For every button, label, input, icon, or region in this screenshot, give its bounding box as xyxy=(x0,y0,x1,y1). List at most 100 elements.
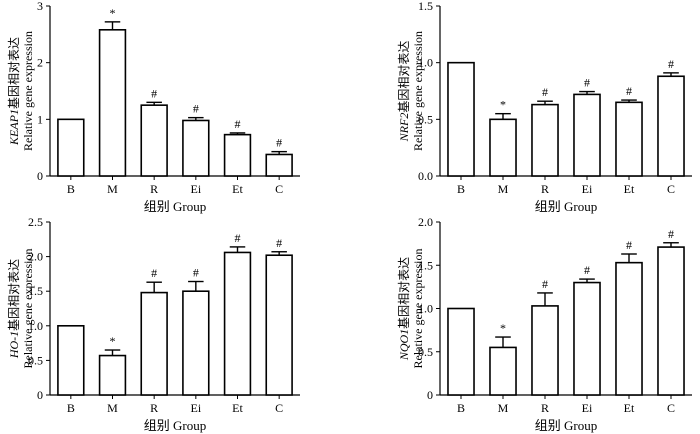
significance-hash: # xyxy=(235,117,241,131)
bar-c xyxy=(265,153,293,177)
bar-ei xyxy=(182,290,210,396)
y-axis-gene-suffix: 基因相对表达 xyxy=(7,37,21,109)
significance-star: * xyxy=(500,321,506,335)
x-tick-label: M xyxy=(107,182,118,196)
bar-r xyxy=(140,291,168,396)
significance-hash: # xyxy=(235,231,241,245)
bar-m xyxy=(489,118,517,177)
x-tick-label: R xyxy=(541,401,549,415)
y-tick-label: 1.5 xyxy=(418,258,433,272)
y-axis-title-en: Relative gene expression xyxy=(21,31,35,151)
y-tick-label: 0.0 xyxy=(418,169,433,183)
chart-panel-keap1: 0 1 2 3 B * M # R # Ei # Et # C 组别 Group KEAP1基因相对表达 Rela… xyxy=(7,0,300,214)
chart-panel-nqo1: 0 0.5 1.0 1.5 2.0 B * M # R # Ei # Et # C 组别 Group NQO1基因… xyxy=(397,215,692,433)
y-tick-label: 1.0 xyxy=(418,302,433,316)
x-tick-label: Et xyxy=(624,182,635,196)
x-axis-title: 组别 Group xyxy=(535,418,597,433)
x-tick-label: Ei xyxy=(582,182,593,196)
y-tick-label: 1.0 xyxy=(28,319,43,333)
x-tick-label: R xyxy=(150,182,158,196)
x-tick-label: B xyxy=(67,182,75,196)
y-axis-gene-name: NQO1 xyxy=(397,329,411,361)
y-tick-label: 0.5 xyxy=(418,112,433,126)
bar-ei xyxy=(573,281,601,396)
significance-star: * xyxy=(110,6,116,20)
bar-ei xyxy=(182,119,210,177)
bar-et xyxy=(615,101,643,177)
significance-hash: # xyxy=(151,266,157,280)
x-tick-label: B xyxy=(67,401,75,415)
y-tick-label: 2.5 xyxy=(28,215,43,229)
x-axis-title: 组别 Group xyxy=(144,199,206,214)
x-tick-label: C xyxy=(667,182,675,196)
chart-panel-nrf2: 0.0 0.5 1.0 1.5 B * M # R # Ei # Et # C 组别 Group NRF2基因相… xyxy=(397,0,692,214)
y-axis-gene-name: KEAP1 xyxy=(7,109,21,146)
chart-panel-ho-1: 0 0.5 1.0 1.5 2.0 2.5 B * M # R # Ei # Et # C 组别 Group HO-… xyxy=(7,215,300,433)
bar-r xyxy=(140,104,168,177)
y-axis-gene-name: NRF2 xyxy=(397,113,411,143)
bar-m xyxy=(98,354,127,396)
significance-hash: # xyxy=(193,266,199,280)
y-axis-gene-suffix: 基因相对表达 xyxy=(397,257,411,329)
x-axis-title: 组别 Group xyxy=(144,418,206,433)
y-axis-title-en: Relative gene expression xyxy=(411,249,425,369)
x-tick-label: M xyxy=(498,401,509,415)
y-tick-label: 1.0 xyxy=(418,56,433,70)
y-axis-gene-suffix: 基因相对表达 xyxy=(7,259,21,331)
bar-r xyxy=(531,103,559,177)
y-tick-label: 0 xyxy=(427,388,433,402)
x-tick-label: B xyxy=(457,401,465,415)
significance-hash: # xyxy=(193,102,199,116)
x-tick-label: C xyxy=(275,401,283,415)
significance-hash: # xyxy=(626,84,632,98)
y-tick-label: 2.0 xyxy=(28,250,43,264)
x-tick-label: Ei xyxy=(190,401,201,415)
x-tick-label: C xyxy=(667,401,675,415)
bar-ei xyxy=(573,93,601,177)
x-tick-label: Et xyxy=(232,401,243,415)
y-tick-label: 2.0 xyxy=(418,215,433,229)
significance-star: * xyxy=(500,98,506,112)
y-axis-title-gene: KEAP1基因相对表达 xyxy=(7,37,21,146)
bar-b xyxy=(447,61,475,177)
significance-hash: # xyxy=(542,85,548,99)
significance-star: * xyxy=(110,334,116,348)
x-tick-label: Et xyxy=(232,182,243,196)
x-tick-label: Ei xyxy=(190,182,201,196)
bar-c xyxy=(657,246,685,396)
bar-et xyxy=(615,261,643,396)
bar-b xyxy=(57,324,85,396)
y-axis-title-en: Relative gene expression xyxy=(21,249,35,369)
x-tick-label: M xyxy=(498,182,509,196)
y-tick-label: 0 xyxy=(37,388,43,402)
y-axis-title-gene: NRF2基因相对表达 xyxy=(397,41,411,143)
y-axis-title-gene: HO-1基因相对表达 xyxy=(7,259,21,359)
y-axis-gene-suffix: 基因相对表达 xyxy=(397,41,411,113)
bar-r xyxy=(531,305,559,396)
y-axis-gene-name: HO-1 xyxy=(7,331,21,359)
significance-hash: # xyxy=(668,227,674,241)
x-tick-label: M xyxy=(107,401,118,415)
significance-hash: # xyxy=(584,263,590,277)
y-axis-title-en: Relative gene expression xyxy=(411,31,425,151)
bar-et xyxy=(223,251,252,396)
y-tick-label: 0.5 xyxy=(418,345,433,359)
y-tick-label: 1 xyxy=(37,112,43,126)
y-tick-label: 0 xyxy=(37,169,43,183)
y-tick-label: 1.5 xyxy=(418,0,433,13)
significance-hash: # xyxy=(542,277,548,291)
bar-b xyxy=(447,307,475,396)
y-tick-label: 1.5 xyxy=(28,284,43,298)
bar-c xyxy=(657,75,685,177)
y-tick-label: 0.5 xyxy=(28,353,43,367)
y-tick-label: 2 xyxy=(37,56,43,70)
x-axis-title: 组别 Group xyxy=(535,199,597,214)
significance-hash: # xyxy=(276,236,282,250)
x-tick-label: Et xyxy=(624,401,635,415)
bar-m xyxy=(98,28,127,177)
bar-m xyxy=(489,346,517,396)
bar-b xyxy=(57,118,85,177)
bar-et xyxy=(223,133,252,177)
y-tick-label: 3 xyxy=(37,0,43,13)
